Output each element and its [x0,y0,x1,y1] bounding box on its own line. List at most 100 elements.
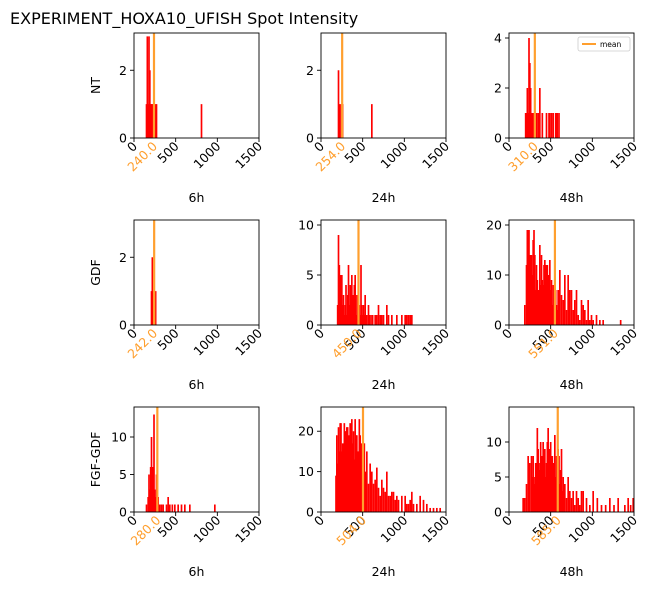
histogram-bar [570,290,573,325]
x-axis-label: 48h [560,190,584,205]
x-tick-label: 1500 [607,138,640,171]
histogram-bar [557,290,559,325]
histogram-bar [537,449,539,512]
histogram-bar [169,504,171,512]
histogram-bar [562,477,564,512]
y-tick-label: 10 [298,218,314,233]
histogram-bar [411,315,413,325]
histogram-bar [579,320,581,325]
histogram-bar [341,443,344,512]
axes-frame [133,32,260,139]
histogram-bar [613,505,615,512]
histogram-bar [147,497,149,512]
histogram-bar [579,505,581,512]
histogram-bar [624,505,626,512]
x-axis-label: 24h [372,377,396,392]
histogram-bar [542,285,544,325]
histogram-bar [599,320,601,325]
histogram-bar [552,113,554,138]
histogram-bar [342,295,345,325]
histogram-bar [539,442,542,512]
histogram-bar [589,320,591,325]
histogram-bar [336,305,339,325]
histogram-bar [356,451,359,512]
x-tick-label: 1000 [377,325,410,358]
histogram-bar [349,285,351,325]
x-axis-label: 24h [372,564,396,579]
histogram-bar [629,505,632,512]
histogram-bar [382,315,385,325]
x-tick-label: 500 [341,138,369,166]
histogram-bar [554,477,557,512]
histogram-bar [404,495,406,512]
histogram-bar [564,484,566,512]
histogram-bar [585,498,588,512]
histogram-bar [532,240,534,325]
x-axis-label: 6h [189,564,205,579]
histogram-bar [609,498,611,512]
histogram-bar [564,275,566,325]
histogram-bar [404,315,406,325]
histogram-bar [389,495,391,512]
histogram-bar [379,315,381,325]
histogram-bar [419,495,421,512]
histogram-bar [406,315,408,325]
axes-frame [133,219,260,326]
histogram-bar [560,449,563,512]
histogram-bar [396,315,398,325]
histogram-bar [554,113,557,138]
x-tick-label: 1000 [565,325,598,358]
histogram-bar [596,498,599,512]
y-tick-label: 4 [494,31,502,46]
x-tick-label: 1000 [565,512,598,545]
y-tick-label: 5 [306,268,314,283]
row-label: GDF [88,259,103,286]
histogram-bar [387,495,390,512]
histogram-bar [604,505,607,512]
x-tick-label: 1500 [607,325,640,358]
histogram-bar [572,310,574,325]
histogram-bar [351,443,354,512]
histogram-bar [529,255,532,325]
histogram-bar [154,104,157,138]
histogram-bar [569,290,571,325]
histogram-bar [537,113,539,138]
histogram-bar [529,88,532,138]
histogram-bar [214,504,216,512]
histogram-bar [386,305,388,325]
histogram-bar [171,504,174,512]
axes-frame [320,32,447,139]
histogram-bar [412,503,415,512]
histogram-bar [426,503,428,512]
y-tick-label: 10 [298,464,314,479]
y-tick-label: 0 [119,318,127,333]
histogram-bar [369,463,371,512]
histogram-bar [549,290,552,325]
histogram-bar [539,88,541,138]
histogram-bar [347,265,350,325]
histogram-bar [368,315,371,325]
histogram-bar [411,491,413,512]
histogram-bar [407,503,410,512]
x-axis-label: 6h [189,377,205,392]
histogram-bar [422,499,425,512]
x-tick-label: 1000 [190,325,223,358]
histogram-bar [574,300,576,325]
row-label: FGF-GDF [88,432,103,488]
axes-frame [320,406,447,513]
histogram-bar [409,499,411,512]
histogram-bar [554,435,556,512]
histogram-bar [580,300,583,325]
histogram-bar [361,315,364,325]
histogram-bar [544,265,547,325]
histogram-bar [394,499,396,512]
histogram-bar [535,113,538,138]
histogram-bar [524,498,526,512]
histogram-bar [341,275,343,325]
histogram-bar [532,456,534,512]
histogram-bar [580,491,583,512]
y-tick-label: 2 [119,63,127,78]
